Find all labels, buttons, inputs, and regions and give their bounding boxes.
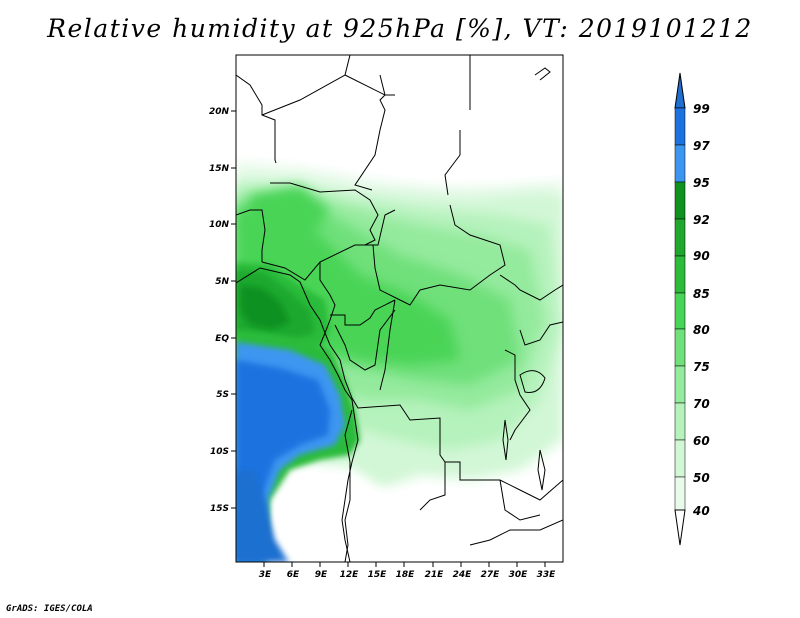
colorbar-segment-50-60 — [674, 439, 686, 478]
colorbar-segment-75-80 — [674, 328, 686, 367]
lon-tick-label: 30E — [509, 570, 529, 580]
colorbar-label: 97 — [693, 139, 710, 153]
lon-tick-label: 3E — [259, 570, 272, 580]
lake-victoria — [519, 370, 546, 393]
colorbar-top-arrow — [674, 72, 686, 109]
lat-tick-label: 20N — [209, 107, 230, 117]
colorbar-label: 85 — [693, 287, 710, 301]
rh-field-dry-south — [285, 470, 440, 562]
colorbar-segment-85-90 — [674, 255, 686, 294]
lon-tick-label: 24E — [453, 570, 473, 580]
colorbar-label: 80 — [693, 323, 710, 337]
lat-tick-label: 5S — [216, 390, 229, 400]
lat-tick-label: 10N — [209, 220, 230, 230]
grads-credit: GrADS: IGES/COLA — [6, 604, 93, 614]
borders — [236, 55, 563, 562]
colorbar: 99 97 95 92 90 85 80 75 70 60 50 40 — [674, 72, 710, 546]
lon-tick-label: 9E — [315, 570, 328, 580]
colorbar-label: 40 — [692, 504, 710, 518]
colorbar-segment-70-75 — [674, 365, 686, 404]
red-sea-coast — [534, 67, 551, 81]
lake-tanganyika — [502, 419, 509, 461]
lon-tick-label: 15E — [368, 570, 388, 580]
lat-tick-label: 5N — [215, 277, 229, 287]
colorbar-segment-60-70 — [674, 402, 686, 441]
lake-malawi — [537, 449, 546, 491]
colorbar-segment-92-95 — [674, 181, 686, 220]
map-title: Relative humidity at 925hPa [%], VT: 201… — [47, 14, 753, 43]
lat-tick-label: 10S — [210, 447, 229, 457]
colorbar-segment-90-92 — [674, 218, 686, 257]
lat-tick-label: 15S — [210, 504, 229, 514]
colorbar-label: 70 — [693, 397, 710, 411]
rh-field-92-95 — [240, 285, 290, 330]
lon-tick-label: 18E — [396, 570, 416, 580]
latitude-axis: 20N 15N 10N 5N EQ 5S 10S 15S — [209, 107, 236, 514]
lat-tick-label: 15N — [209, 164, 230, 174]
colorbar-label: 95 — [693, 176, 710, 190]
colorbar-bottom-arrow — [674, 509, 686, 546]
coastline — [236, 267, 359, 562]
colorbar-label: 92 — [693, 213, 710, 227]
lon-tick-label: 6E — [287, 570, 300, 580]
colorbar-label: 50 — [693, 471, 710, 485]
colorbar-segment-80-85 — [674, 292, 686, 330]
lon-tick-label: 21E — [425, 570, 445, 580]
lon-tick-label: 33E — [537, 570, 557, 580]
rh-field-ocean-99 — [236, 470, 290, 562]
lat-tick-label: EQ — [215, 334, 229, 344]
rh-field-80-85-north — [245, 185, 330, 245]
colorbar-label: 99 — [693, 102, 710, 116]
lon-tick-label: 27E — [481, 570, 501, 580]
colorbar-label: 75 — [693, 360, 710, 374]
colorbar-label: 90 — [693, 249, 710, 263]
colorbar-segment-40-50 — [674, 476, 686, 511]
map-frame — [235, 54, 564, 563]
lon-tick-label: 12E — [340, 570, 360, 580]
map-panel — [235, 54, 564, 563]
border-lines — [236, 55, 563, 562]
colorbar-segment-97-99 — [674, 107, 686, 146]
rh-field-dry-north — [236, 55, 563, 180]
colorbar-segment-95-97 — [674, 144, 686, 183]
colorbar-label: 60 — [693, 434, 710, 448]
longitude-axis: 3E 6E 9E 12E 15E 18E 21E 24E 27E 30E 33E — [259, 562, 556, 580]
